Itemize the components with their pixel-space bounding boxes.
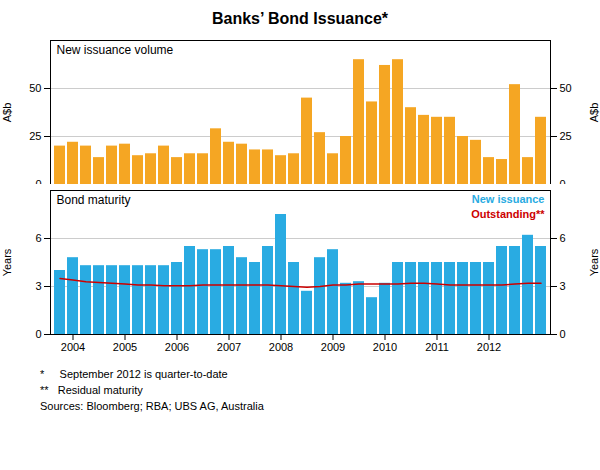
svg-text:New issuance: New issuance <box>472 193 545 205</box>
svg-text:A$b: A$b <box>1 103 13 123</box>
svg-text:2005: 2005 <box>113 341 137 353</box>
svg-text:0: 0 <box>35 328 41 340</box>
svg-text:A$b: A$b <box>588 103 600 123</box>
svg-text:Years: Years <box>1 248 13 276</box>
html-text:Sources: Bloomberg; RBA; UBS A: Sources: Bloomberg; RBA; UBS AG, Austral… <box>40 400 264 412</box>
svg-text:50: 50 <box>560 82 572 94</box>
svg-text:0: 0 <box>35 178 41 184</box>
svg-text:2007: 2007 <box>217 341 241 353</box>
svg-text:25: 25 <box>29 130 41 142</box>
svg-text:New issuance volume: New issuance volume <box>57 43 174 57</box>
svg-text:2010: 2010 <box>373 341 397 353</box>
svg-text:2009: 2009 <box>321 341 345 353</box>
svg-text:Outstanding**: Outstanding** <box>471 208 545 220</box>
svg-text:2004: 2004 <box>61 341 85 353</box>
svg-text:Bond maturity: Bond maturity <box>57 193 131 207</box>
html-text:Banks’ Bond Issuance*: Banks’ Bond Issuance* <box>212 10 388 27</box>
svg-text:2006: 2006 <box>165 341 189 353</box>
svg-text:2011: 2011 <box>425 341 449 353</box>
svg-text:2012: 2012 <box>477 341 501 353</box>
html-text:* September 2012 is quarter-to: * September 2012 is quarter-to-date <box>40 368 228 380</box>
svg-text:Years: Years <box>588 248 600 276</box>
svg-text:0: 0 <box>560 178 566 184</box>
html-text:** Residual maturity: ** Residual maturity <box>40 384 143 396</box>
svg-text:3: 3 <box>560 280 566 292</box>
svg-text:2008: 2008 <box>269 341 293 353</box>
svg-text:25: 25 <box>560 130 572 142</box>
svg-text:0: 0 <box>560 328 566 340</box>
svg-text:50: 50 <box>29 82 41 94</box>
svg-text:6: 6 <box>35 232 41 244</box>
svg-text:6: 6 <box>560 232 566 244</box>
svg-text:3: 3 <box>35 280 41 292</box>
